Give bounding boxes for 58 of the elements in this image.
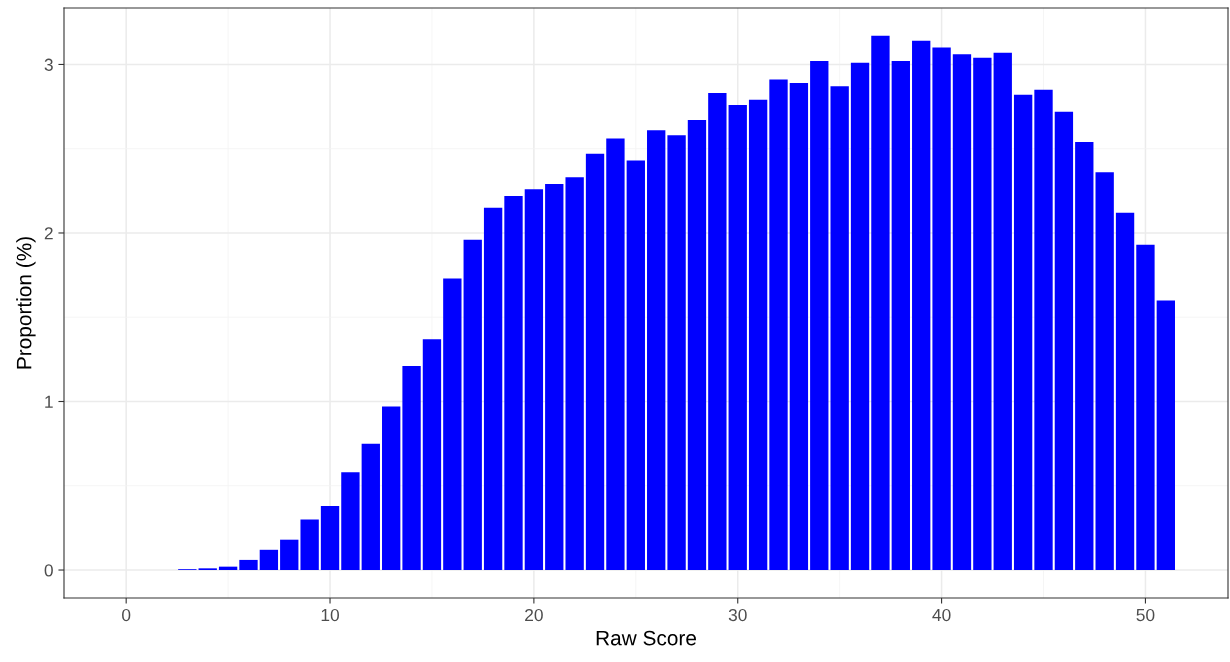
bar [422, 339, 442, 571]
x-tick-label: 30 [728, 608, 747, 622]
y-tick-label: 1 [45, 395, 53, 408]
bar [341, 472, 360, 571]
bar [504, 195, 523, 571]
bar [1156, 300, 1175, 571]
bar [361, 443, 380, 571]
bar [647, 130, 666, 571]
bar [667, 135, 686, 571]
bar [789, 82, 809, 571]
bar [912, 40, 931, 571]
bar [545, 184, 564, 571]
bar [565, 177, 584, 571]
bar [382, 406, 401, 571]
bar [952, 54, 972, 571]
y-axis-title: Proportion (%) [16, 237, 36, 369]
bar [748, 99, 768, 571]
bar [687, 120, 707, 571]
bar [626, 160, 645, 571]
y-tick-label: 0 [44, 564, 53, 577]
x-axis-title: Raw Score [596, 630, 697, 646]
bar [483, 207, 503, 571]
bar [830, 86, 849, 571]
bar [606, 138, 625, 571]
bar [891, 61, 910, 571]
bar [280, 539, 299, 571]
bar [443, 278, 462, 571]
x-tick-label: 20 [525, 608, 543, 622]
bar [769, 79, 788, 571]
bar [402, 366, 421, 571]
bar [1115, 212, 1135, 571]
bar [1075, 141, 1094, 571]
bar [300, 519, 319, 571]
x-tick-label: 40 [932, 608, 951, 622]
bar [463, 239, 482, 571]
bar [1034, 89, 1053, 571]
x-tick-label: 0 [122, 608, 131, 622]
x-tick-label: 10 [321, 608, 340, 622]
bar [850, 62, 870, 571]
bar [810, 61, 829, 571]
bar [259, 549, 279, 571]
bar [524, 189, 544, 571]
bar [973, 57, 992, 571]
bar [728, 104, 747, 571]
bar [585, 153, 605, 571]
bar [239, 559, 258, 571]
x-tick-label: 50 [1136, 608, 1155, 622]
bar [1136, 244, 1155, 571]
bar [1054, 111, 1074, 571]
bar [320, 505, 340, 571]
y-tick-label: 2 [44, 227, 53, 240]
bar [993, 52, 1012, 571]
bar [1095, 172, 1114, 571]
bar [708, 93, 727, 571]
bar [932, 47, 951, 571]
y-tick-label: 3 [44, 58, 53, 71]
bar [871, 35, 890, 571]
bar [1013, 94, 1033, 571]
